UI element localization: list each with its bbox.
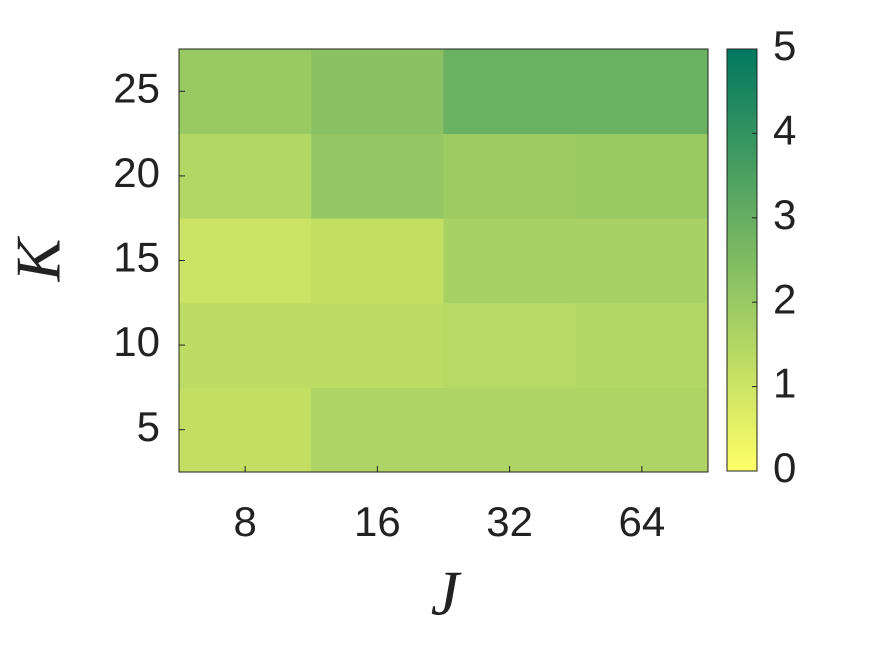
heatmap-cell [311,49,444,135]
heatmap-cell [311,218,444,304]
heatmap-cell [179,133,312,219]
heatmap-cell [443,133,577,219]
heatmap-cell [443,302,577,388]
heatmap-cell [575,133,709,219]
colorbar-tick-label: 3 [773,191,796,238]
y-axis-label: K [3,235,74,282]
heatmap-cell [575,302,709,388]
y-tick-label: 5 [137,403,160,450]
x-tick-label: 8 [233,498,256,545]
heatmap-cell [443,218,577,304]
colorbar-tick-label: 0 [773,444,796,491]
colorbar-tick-label: 5 [773,22,796,69]
y-tick-label: 25 [113,64,160,111]
heatmap-cell [179,387,312,473]
heatmap-cell [443,49,577,135]
heatmap-cell [443,387,577,473]
colorbar-tick-label: 2 [773,275,796,322]
y-tick-label: 20 [113,149,160,196]
heatmap-cell [311,302,444,388]
heatmap-cell [179,218,312,304]
heatmap-cell [311,387,444,473]
x-axis-label: J [431,558,462,629]
heatmap-cell [575,387,709,473]
colorbar-tick-label: 1 [773,360,796,407]
heatmap-cell [311,133,444,219]
x-tick-label: 64 [619,498,666,545]
heatmap-cell [179,49,312,135]
x-tick-label: 32 [486,498,533,545]
heatmap-cell [575,49,709,135]
heatmap-cell [575,218,709,304]
heatmap-cell [179,302,312,388]
y-tick-label: 15 [113,234,160,281]
colorbar [726,48,758,472]
y-tick-label: 10 [113,318,160,365]
x-tick-label: 16 [354,498,401,545]
colorbar-tick-label: 4 [773,106,796,153]
